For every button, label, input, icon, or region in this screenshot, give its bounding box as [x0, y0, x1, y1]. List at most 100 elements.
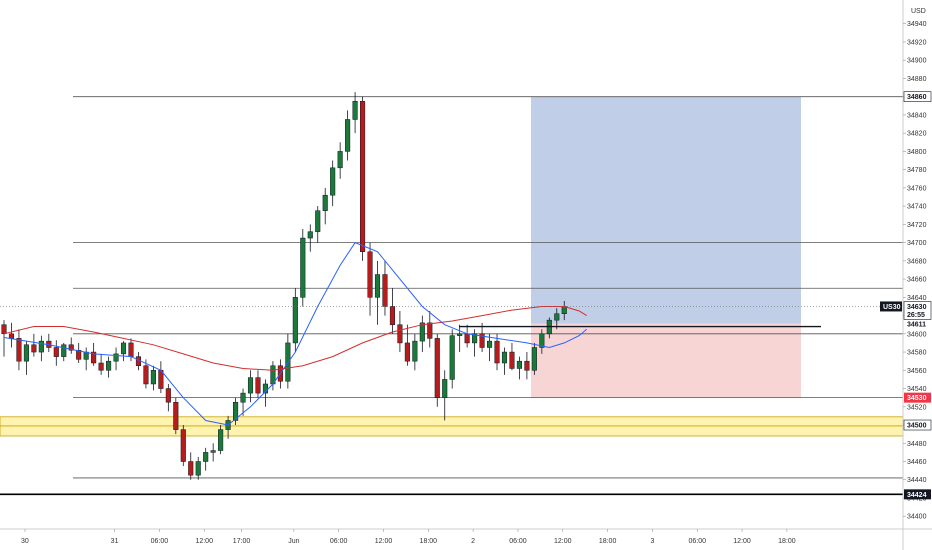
candle-down [8, 333, 15, 339]
candle-up [442, 379, 448, 398]
target-zone[interactable] [531, 96, 801, 324]
price-tick-label: 34580 [907, 350, 927, 357]
moving-averages [3, 241, 588, 426]
candle-up [419, 322, 425, 342]
support-zone-band[interactable] [0, 416, 904, 437]
price-tick-label: 34700 [907, 240, 927, 247]
price-axis[interactable]: 34940 34920 34900 34880 34860 34840 34820 34800… [903, 21, 927, 521]
price-tick-label: 34920 [907, 39, 927, 46]
candle-down [255, 377, 261, 394]
price-tag-box [904, 318, 931, 329]
candle-up [150, 370, 156, 385]
candle-up [218, 429, 224, 451]
candle-down [464, 333, 470, 344]
currency-label: USD [911, 8, 926, 15]
candle-up [106, 360, 112, 371]
symbol-label: US30 [883, 304, 901, 311]
support-zone[interactable] [0, 416, 904, 437]
price-tick-label: 34800 [907, 149, 927, 156]
candle-down [479, 333, 485, 348]
price-tag-box [904, 489, 931, 500]
price-tick-label: 34600 [907, 331, 927, 338]
price-tag-box [903, 91, 932, 102]
price-tick-label: 34760 [907, 185, 927, 192]
candle-down [404, 342, 410, 362]
candle-down [367, 251, 373, 298]
candle-up [412, 340, 418, 362]
time-tick-label: 18:00 [420, 538, 438, 545]
candle-down [188, 461, 194, 476]
position-tool[interactable] [531, 96, 801, 398]
candle-up [539, 333, 545, 348]
candle-up [120, 342, 127, 355]
candle-up [233, 401, 239, 421]
horizontal-levels[interactable] [0, 96, 903, 496]
candle-down [158, 370, 164, 389]
price-tick-label: 34560 [907, 368, 927, 375]
candle-up [203, 452, 209, 462]
candle-down [31, 344, 37, 353]
price-tick-label: 34460 [907, 459, 927, 466]
price-tag-label: 34860 [907, 94, 927, 101]
candle-down [397, 324, 403, 344]
candle-down [173, 401, 179, 430]
candle-up [561, 306, 567, 315]
price-tick-label: 34780 [907, 167, 927, 174]
price-tick-label: 34440 [907, 477, 927, 484]
candle-down [143, 365, 149, 385]
price-tick-label: 34660 [907, 277, 927, 284]
candle-up [61, 344, 67, 357]
candle-up [322, 194, 328, 211]
time-tick-label: 2 [471, 538, 475, 545]
candle-down [165, 388, 171, 403]
candle-up [300, 237, 306, 298]
candles [1, 92, 567, 480]
candle-up [516, 360, 522, 369]
candle-down [16, 338, 22, 362]
candle-up [449, 335, 455, 380]
candle-up [337, 151, 343, 169]
price-tick-label: 34640 [907, 295, 927, 302]
candle-down [91, 351, 97, 364]
candle-up [195, 461, 201, 476]
candle-down [53, 347, 59, 357]
stop-zone[interactable] [531, 323, 801, 398]
time-tick-label: 12:00 [554, 538, 572, 545]
time-tick-label: 12:00 [733, 538, 751, 545]
time-tick-label: 12:00 [195, 538, 213, 545]
candle-up [352, 100, 358, 120]
price-tick-label: 34680 [907, 258, 927, 265]
time-tick-label: 17:00 [233, 538, 251, 545]
time-tick-label: 06:00 [509, 538, 527, 545]
price-tags: 34860 34611 34530 34500 34424 [903, 91, 932, 500]
candle-up [531, 347, 537, 371]
time-tick-label: 3 [650, 538, 654, 545]
candle-down [98, 362, 104, 371]
current-price-tag: US30 34630 26:55 [880, 301, 932, 320]
candle-up [472, 333, 478, 344]
candle-down [389, 306, 395, 325]
candle-down [509, 351, 515, 369]
current-price-value: 34630 [907, 304, 927, 311]
candle-up [240, 392, 246, 403]
price-tick-label: 34540 [907, 386, 927, 393]
time-axis[interactable]: 30 31 06:00 12:00 17:00 Jun 06:00 12:00 18:00 2 06… [21, 529, 796, 545]
time-tick-label: 06:00 [688, 538, 706, 545]
time-tick-label: 18:00 [778, 538, 796, 545]
candle-up [292, 297, 298, 344]
candle-up [457, 333, 463, 336]
candle-down [524, 360, 530, 371]
candle-down [360, 100, 366, 252]
candle-up [554, 313, 560, 321]
price-tag-box [904, 392, 931, 403]
candle-up [38, 340, 44, 353]
candle-down [434, 338, 440, 398]
candle-down [76, 349, 82, 360]
candle-up [501, 351, 508, 364]
candle-down [68, 344, 74, 351]
time-tick-label: 30 [21, 538, 29, 545]
price-tick-label: 34900 [907, 58, 927, 65]
current-price-box [903, 301, 932, 320]
price-tick-label: 34720 [907, 222, 927, 229]
